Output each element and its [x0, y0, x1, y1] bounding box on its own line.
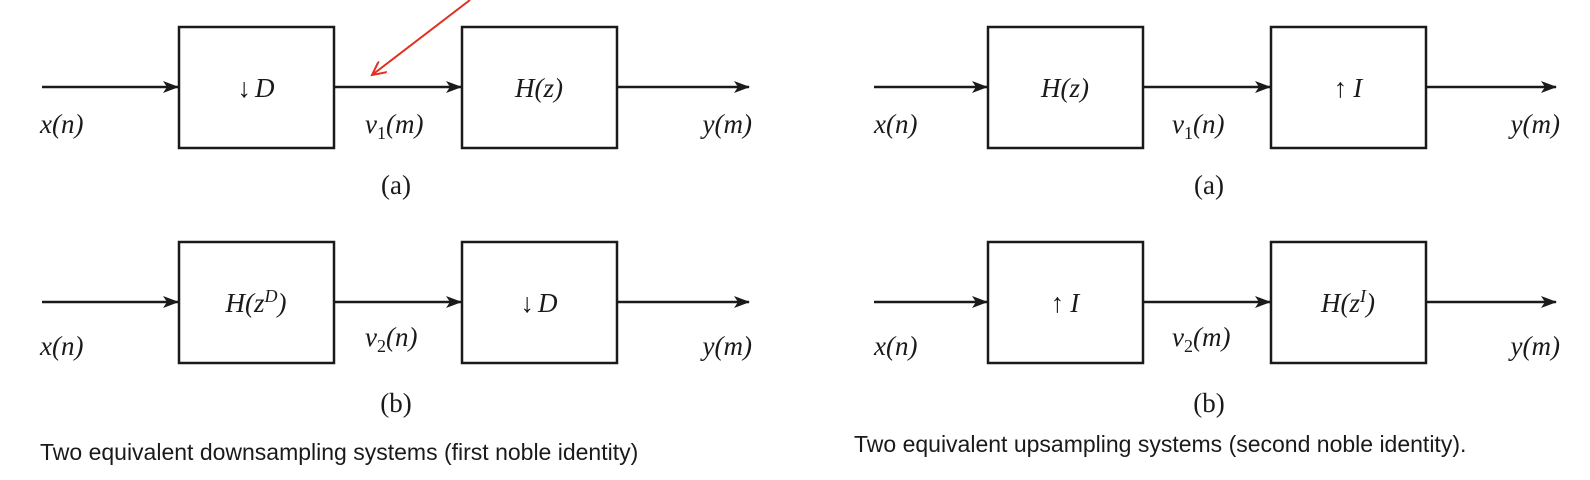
left-diagram-b: x(n) H(zD) v2(n) ↓ D y(m) (b): [39, 240, 752, 418]
filter-label: H(z): [1040, 73, 1089, 103]
input-label: x(n): [873, 109, 917, 139]
subfigure-tag: (b): [1193, 388, 1224, 418]
filter-block: [986, 25, 1145, 150]
output-label: y(m): [1508, 109, 1560, 139]
input-label: x(n): [39, 109, 83, 139]
filter-block: [1269, 240, 1428, 365]
mid-signal-label: v1(m): [365, 109, 423, 143]
subfigure-tag: (b): [380, 388, 411, 418]
filter-label: H(zI): [1320, 286, 1375, 318]
mid-signal-label: v2(n): [365, 322, 417, 356]
subfigure-tag: (a): [1194, 170, 1224, 200]
left-caption: Two equivalent downsampling systems (fir…: [40, 439, 638, 465]
subfigure-tag: (a): [381, 170, 411, 200]
right-diagram-a: x(n) H(z) v1(n) ↑ I y(m) (a): [873, 25, 1560, 200]
downsampler-label: ↓ D: [521, 288, 559, 318]
upsampler-label: ↑ I: [1334, 73, 1365, 103]
upsampler-block: [986, 240, 1145, 365]
red-annotation-arrow: [372, 0, 471, 75]
right-caption: Two equivalent upsampling systems (secon…: [854, 431, 1466, 457]
mid-signal-label: v1(n): [1172, 109, 1224, 143]
filter-label: H(z): [514, 73, 563, 103]
downsampler-label: ↓ D: [238, 73, 276, 103]
output-label: y(m): [1508, 331, 1560, 361]
upsampler-block: [1269, 25, 1428, 150]
left-diagram-a: x(n) ↓ D v1(m) H(z) y(m) (a): [39, 25, 752, 200]
mid-signal-label: v2(m): [1172, 322, 1230, 356]
filter-label: H(zD): [225, 286, 287, 318]
input-label: x(n): [873, 331, 917, 361]
filter-block: [177, 240, 336, 365]
output-label: y(m): [700, 331, 752, 361]
filter-block: [460, 25, 619, 150]
output-label: y(m): [700, 109, 752, 139]
upsampler-label: ↑ I: [1051, 288, 1082, 318]
input-label: x(n): [39, 331, 83, 361]
right-diagram-b: x(n) ↑ I v2(m) H(zI) y(m) (b): [873, 240, 1560, 418]
